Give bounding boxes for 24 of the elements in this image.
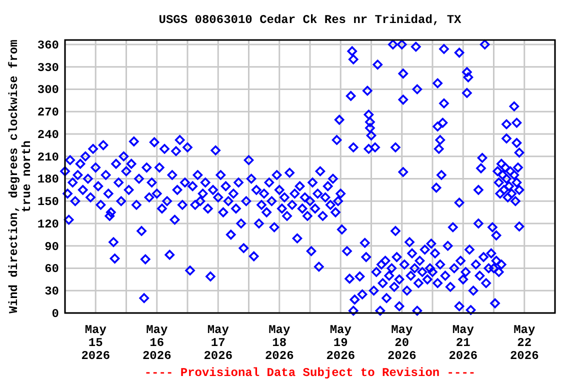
y-tick-label: 360	[37, 38, 59, 52]
x-tick-label: May 22 2026	[510, 323, 539, 363]
text: ---- Provisional Data Subject to Revision ----	[144, 366, 476, 380]
y-tick-label: 60	[44, 262, 59, 276]
y-tick-label: 330	[37, 60, 59, 75]
y-tick-label: 300	[37, 83, 59, 98]
y-tick-label: 240	[37, 128, 59, 142]
y-tick-label: 0	[52, 307, 59, 321]
x-tick-label: May 15 2026	[81, 323, 110, 363]
y-tick-label: 90	[44, 240, 59, 254]
y-tick-label: 120	[37, 217, 59, 232]
x-tick-label: May 17 2026	[204, 323, 233, 363]
y-tick-label: 270	[37, 106, 59, 120]
x-tick-label: May 20 2026	[387, 323, 416, 363]
y-tick-label: 30	[44, 284, 59, 299]
y-tick-label: 210	[37, 150, 59, 164]
y-axis-title: Wind direction, degrees clockwise from true north	[7, 40, 34, 314]
x-tick-label: May 21 2026	[448, 323, 478, 363]
y-tick-label: 150	[37, 195, 59, 210]
x-tick-label: May 18 2026	[264, 323, 294, 363]
x-tick-label: May 16 2026	[142, 323, 172, 363]
y-tick-label: 180	[37, 172, 59, 187]
chart-title: USGS 08063010 Cedar Ck Res nr Trinidad, TX	[158, 13, 462, 27]
x-tick-label: May 19 2026	[326, 323, 356, 363]
